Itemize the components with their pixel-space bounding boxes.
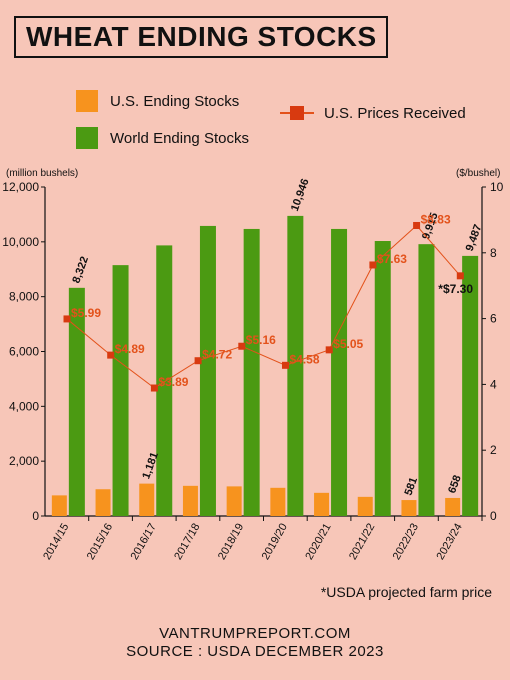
us-stocks-bar (182, 485, 198, 516)
us-stocks-bar (51, 495, 67, 516)
footer-source: SOURCE : USDA DECEMBER 2023 (126, 643, 384, 660)
us-prices-point (150, 384, 158, 392)
footnote: *USDA projected farm price (320, 584, 492, 600)
world-stocks-data-label: 8,322 (70, 255, 91, 285)
y-tick-label: 12,000 (2, 180, 39, 194)
us-prices-point (282, 361, 289, 369)
footer-site: VANTRUMPREPORT.COM (159, 625, 351, 642)
x-tick-label: 2014/15 (41, 522, 71, 562)
legend-us-prices: U.S. Prices Received (280, 102, 466, 124)
legend-world-stocks-label: World Ending Stocks (110, 129, 249, 147)
us-prices-point (325, 346, 333, 354)
y2-tick-label: 6 (490, 312, 497, 326)
world-stocks-bar (199, 225, 216, 516)
y-tick-label: 10,000 (2, 235, 39, 249)
us-prices-point (63, 315, 71, 323)
y2-tick-label: 8 (490, 246, 497, 260)
us-prices-data-label: $8.83 (421, 212, 451, 226)
world-stocks-bar (418, 244, 435, 516)
x-tick-label: 2023/24 (434, 522, 464, 562)
us-prices-point (413, 221, 421, 229)
us-stocks-bar (357, 496, 373, 516)
us-stocks-bar (95, 489, 111, 516)
x-tick-label: 2019/20 (260, 522, 290, 562)
world-stocks-bar (462, 255, 479, 517)
y-tick-label: 4,000 (9, 399, 39, 413)
world-stocks-bar (287, 215, 304, 517)
us-prices-swatch (280, 102, 314, 124)
x-tick-label: 2017/18 (172, 522, 202, 562)
y-tick-label: 6,000 (9, 345, 39, 359)
world-stocks-bar (112, 265, 129, 516)
world-stocks-data-label: 10,946 (289, 177, 312, 213)
us-prices-data-label: $5.16 (246, 333, 276, 347)
y2-tick-label: 0 (490, 509, 497, 523)
us-prices-data-label: $4.72 (202, 348, 232, 362)
us-stocks-bar (139, 483, 155, 516)
y-axis-label: (million bushels) (6, 168, 78, 179)
world-stocks-data-label: 9,487 (464, 223, 485, 253)
us-prices-point (369, 261, 377, 269)
us-stocks-bar (445, 497, 461, 516)
y2-tick-label: 10 (490, 180, 504, 194)
y2-tick-label: 4 (490, 377, 497, 391)
us-stocks-bar (226, 486, 242, 516)
us-stocks-data-label: 658 (446, 474, 464, 495)
world-stocks-bar (374, 241, 391, 516)
us-prices-data-label: $4.89 (115, 342, 145, 356)
us-stocks-bar (314, 492, 330, 516)
us-prices-data-label: $3.89 (158, 375, 188, 389)
x-tick-label: 2022/23 (391, 522, 421, 562)
us-stocks-swatch (76, 90, 98, 112)
y-tick-label: 0 (32, 509, 39, 523)
us-prices-data-label: $5.99 (71, 306, 101, 320)
x-tick-label: 2021/22 (347, 522, 377, 562)
us-prices-data-label: $7.63 (377, 252, 407, 266)
y-tick-label: 8,000 (9, 290, 39, 304)
world-stocks-swatch (76, 127, 98, 149)
us-prices-point (107, 351, 115, 359)
us-prices-point (238, 342, 246, 350)
x-tick-label: 2018/19 (216, 522, 246, 562)
y2-axis-label: ($/bushel) (456, 168, 500, 179)
y-tick-label: 2,000 (9, 454, 39, 468)
us-prices-point (456, 272, 464, 280)
world-stocks-bar (331, 228, 348, 516)
us-prices-data-label: $5.05 (333, 337, 363, 351)
us-stocks-bar (270, 487, 286, 516)
us-stocks-data-label: 581 (402, 476, 420, 497)
legend-us-stocks: U.S. Ending Stocks (76, 90, 239, 112)
chart-title: WHEAT ENDING STOCKS (14, 16, 388, 58)
world-stocks-bar (68, 287, 85, 516)
us-stocks-bar (401, 500, 417, 516)
us-prices-line (66, 224, 461, 389)
x-tick-label: 2015/16 (85, 522, 115, 562)
us-prices-data-label: $4.58 (290, 352, 320, 366)
us-prices-data-label: *$7.30 (438, 282, 473, 296)
world-stocks-bar (243, 228, 260, 516)
legend-us-stocks-label: U.S. Ending Stocks (110, 92, 240, 110)
x-tick-label: 2016/17 (129, 522, 159, 562)
world-stocks-bar (156, 245, 173, 516)
legend-world-stocks: World Ending Stocks (76, 127, 249, 149)
legend-us-prices-label: U.S. Prices Received (324, 104, 466, 122)
us-prices-point (194, 357, 202, 365)
y2-tick-label: 2 (490, 443, 497, 457)
x-tick-label: 2020/21 (303, 522, 333, 562)
